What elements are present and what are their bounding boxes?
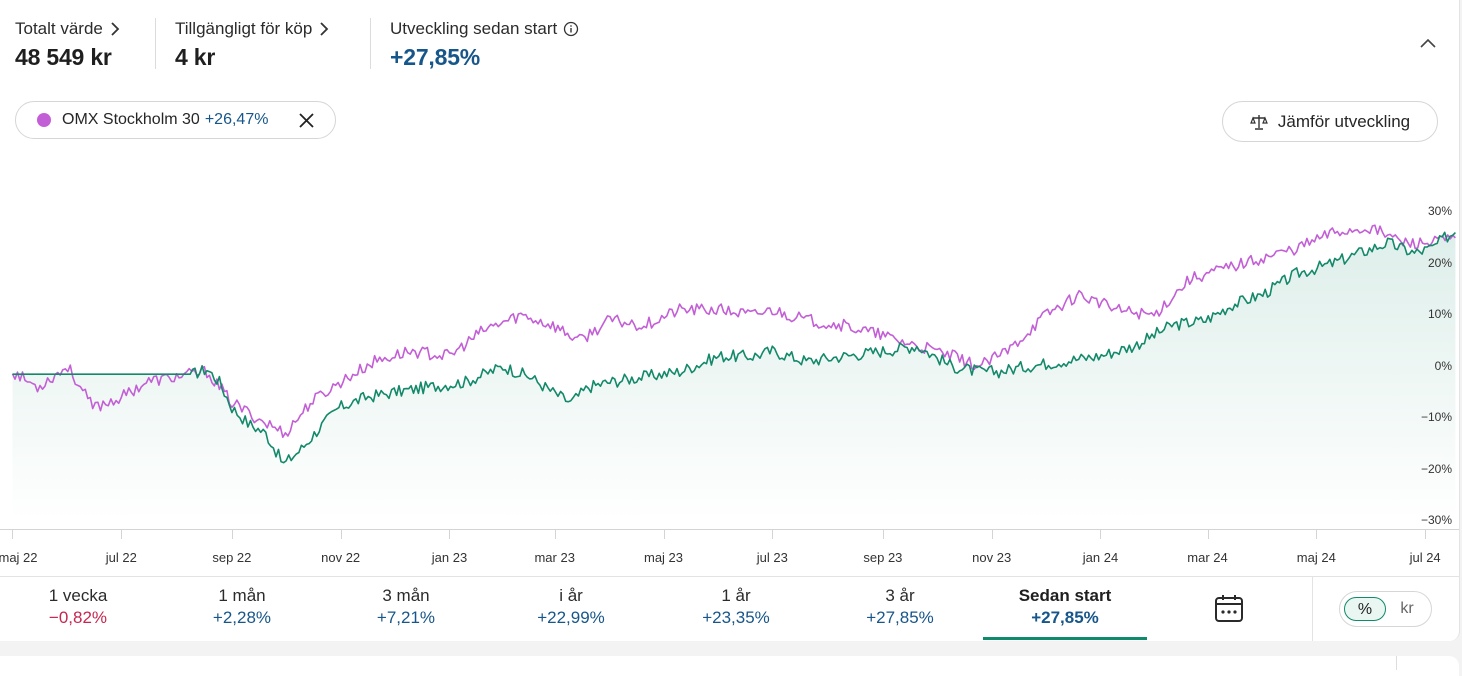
period-option[interactable]: 1 vecka −0,82% (0, 586, 160, 628)
x-tick-label: nov 23 (972, 550, 1012, 565)
portfolio-area-fill (12, 232, 1456, 522)
period-label: 1 vecka (48, 586, 108, 605)
performance-chart[interactable] (0, 190, 1459, 530)
period-change: +27,85% (1031, 608, 1099, 627)
period-option[interactable]: i år +22,99% (489, 586, 653, 628)
compare-index-chip: OMX Stockholm 30 +26,47% (15, 101, 336, 139)
x-tick-label: mar 24 (1187, 550, 1228, 565)
calendar-icon[interactable] (1213, 592, 1245, 624)
next-card (0, 656, 1459, 676)
x-axis-line (0, 529, 1459, 530)
next-card-divider (1396, 656, 1397, 670)
y-tick-label: 10% (1427, 307, 1452, 321)
unit-toggle: % kr (1339, 591, 1432, 627)
period-option[interactable]: 3 år +27,85% (818, 586, 982, 628)
chevron-up-icon[interactable] (1418, 34, 1438, 54)
x-tick-label: maj 23 (643, 550, 684, 565)
scale-icon (1249, 114, 1268, 130)
period-bar-divider (0, 576, 1459, 577)
x-tick-label: jan 24 (1082, 550, 1119, 565)
portfolio-card: Totalt värde 48 549 kr Tillgängligt för … (0, 0, 1460, 641)
x-tick (991, 529, 993, 539)
index-color-dot (37, 113, 51, 127)
period-change: +23,35% (702, 608, 770, 627)
period-option[interactable]: 3 mån +7,21% (324, 586, 488, 628)
compare-performance-label: Jämför utveckling (1277, 111, 1411, 131)
x-tick (12, 529, 14, 539)
chevron-right-icon (320, 22, 329, 36)
compare-performance-button[interactable]: Jämför utveckling (1222, 101, 1438, 142)
period-change: −0,82% (48, 608, 108, 627)
total-value-label: Totalt värde (15, 19, 103, 38)
growth-value: +27,85% (390, 44, 481, 70)
x-tick-label: maj 24 (1296, 550, 1336, 565)
period-label: Sedan start (1018, 586, 1112, 605)
x-tick-label: mar 23 (534, 550, 575, 565)
index-change: +26,47% (204, 111, 269, 128)
toolbar-divider (1312, 577, 1313, 641)
total-value: 48 549 kr (15, 44, 112, 70)
period-label: i år (559, 586, 583, 605)
period-change: +22,99% (537, 608, 605, 627)
stat-divider (155, 18, 156, 69)
x-tick (1207, 529, 1209, 539)
y-tick-label: −20% (1420, 461, 1452, 476)
period-label: 3 mån (382, 586, 430, 605)
period-change: +2,28% (212, 608, 272, 627)
x-tick-label: jul 22 (105, 550, 137, 565)
period-change: +27,85% (866, 608, 934, 627)
x-tick (882, 529, 884, 539)
y-tick-label: 0% (1434, 358, 1452, 373)
growth-stat: Utveckling sedan start +27,85% (390, 18, 579, 71)
x-tick-label: sep 23 (863, 550, 903, 565)
x-tick (1100, 529, 1102, 539)
x-tick-label: jan 23 (431, 550, 468, 565)
period-label: 3 år (885, 586, 915, 605)
x-tick-label: jul 24 (1409, 550, 1441, 565)
x-tick (1316, 529, 1318, 539)
x-tick (663, 529, 665, 539)
info-icon[interactable] (563, 21, 579, 37)
period-label: 1 år (721, 586, 751, 605)
x-tick-label: nov 22 (321, 550, 361, 565)
available-label: Tillgängligt för köp (175, 19, 313, 38)
x-tick (554, 529, 556, 539)
x-tick (121, 529, 123, 539)
x-tick (449, 529, 451, 539)
available-value: 4 kr (175, 44, 216, 70)
unit-kr-option[interactable]: kr (1400, 600, 1414, 617)
y-tick-label: −30% (1420, 513, 1452, 527)
active-period-indicator (983, 637, 1147, 640)
index-name: OMX Stockholm 30 (62, 111, 200, 128)
y-tick-label: 20% (1427, 255, 1452, 270)
x-tick (1425, 529, 1427, 539)
x-tick (231, 529, 233, 539)
x-tick (772, 529, 774, 539)
period-change: +7,21% (376, 608, 436, 627)
x-tick-label: jul 23 (756, 550, 788, 565)
available-stat[interactable]: Tillgängligt för köp 4 kr (175, 18, 330, 71)
index-series-line (11, 224, 1456, 438)
portfolio-series-line (12, 231, 1456, 464)
total-value-stat[interactable]: Totalt värde 48 549 kr (15, 18, 121, 71)
period-option[interactable]: 1 år +23,35% (654, 586, 818, 628)
y-tick-label: −10% (1420, 410, 1452, 424)
unit-percent-option[interactable]: % (1344, 597, 1386, 621)
growth-label: Utveckling sedan start (390, 19, 558, 38)
x-tick-label: sep 22 (212, 550, 252, 565)
period-option[interactable]: 1 mån +2,28% (160, 586, 324, 628)
chevron-right-icon (111, 22, 120, 36)
x-tick (340, 529, 342, 539)
x-tick-label: maj 22 (0, 550, 38, 565)
close-icon[interactable] (298, 112, 315, 129)
period-option[interactable]: Sedan start +27,85% (983, 586, 1147, 628)
stat-divider (370, 18, 371, 69)
period-label: 1 mån (218, 586, 266, 605)
y-tick-label: 30% (1427, 204, 1452, 218)
